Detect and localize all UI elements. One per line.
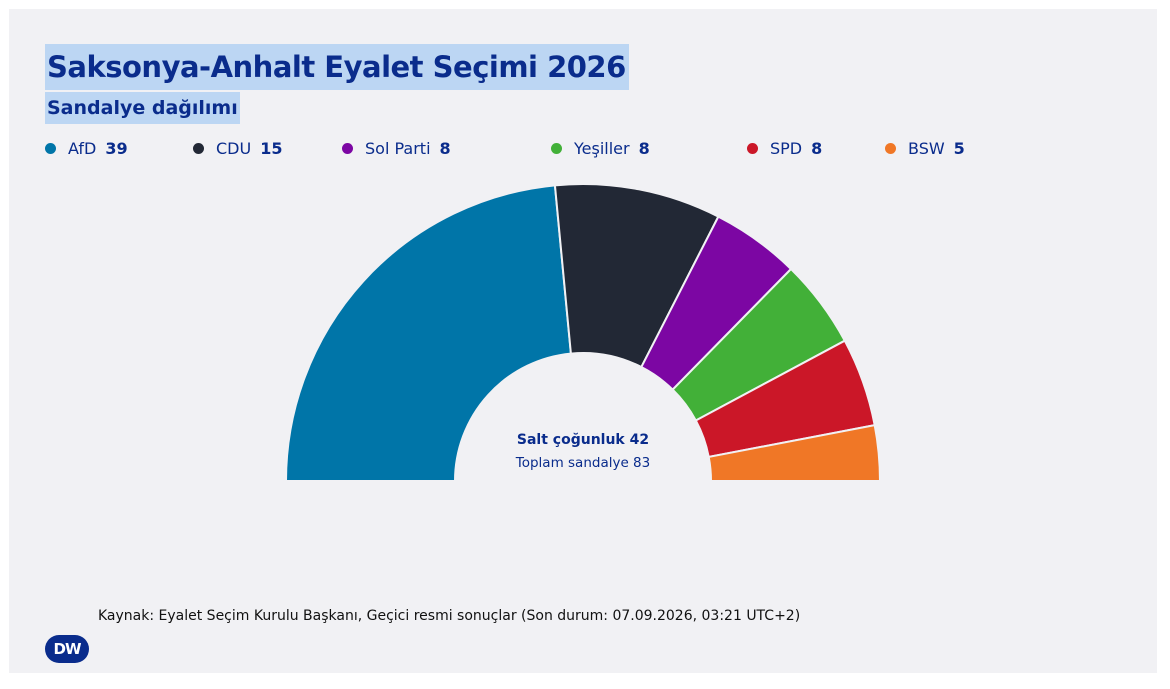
- slice-bsw: [707, 423, 882, 482]
- legend-label: AfD: [68, 138, 97, 158]
- slice-afd: [284, 184, 572, 482]
- chart-title: Saksonya-Anhalt Eyalet Seçimi 2026: [45, 44, 629, 90]
- legend-seats: 8: [638, 138, 650, 158]
- dw-logo: DW: [45, 635, 89, 663]
- legend-dot-icon: [193, 142, 204, 154]
- legend-label: SPD: [770, 138, 803, 158]
- legend-seats: 5: [953, 138, 965, 158]
- legend-dot-icon: [45, 142, 56, 154]
- legend-label: Sol Parti: [365, 138, 431, 158]
- legend-item-spd: SPD 8: [747, 137, 822, 159]
- chart-subtitle: Sandalye dağılımı: [45, 92, 240, 124]
- legend-dot-icon: [885, 142, 896, 154]
- legend-label: CDU: [216, 138, 252, 158]
- legend-dot-icon: [551, 142, 562, 154]
- legend-label: Yeşiller: [574, 138, 630, 158]
- slices-group: [284, 183, 882, 482]
- legend-item-cdu: CDU 15: [193, 137, 282, 159]
- legend-item-yesiller: Yeşiller 8: [551, 137, 650, 159]
- legend-seats: 8: [439, 138, 451, 158]
- source-note: Kaynak: Eyalet Seçim Kurulu Başkanı, Geç…: [98, 608, 801, 624]
- legend-seats: 15: [260, 138, 283, 158]
- legend-item-bsw: BSW 5: [885, 137, 965, 159]
- legend-seats: 39: [105, 138, 128, 158]
- majority-label: Salt çoğunluk 42: [517, 432, 649, 448]
- legend-item-afd: AfD 39: [45, 137, 128, 159]
- total-seats-label: Toplam sandalye 83: [515, 455, 650, 471]
- legend-seats: 8: [811, 138, 823, 158]
- legend-dot-icon: [342, 142, 353, 154]
- legend-item-sol-parti: Sol Parti 8: [342, 137, 451, 159]
- legend-dot-icon: [747, 142, 758, 154]
- legend-label: BSW: [908, 138, 945, 158]
